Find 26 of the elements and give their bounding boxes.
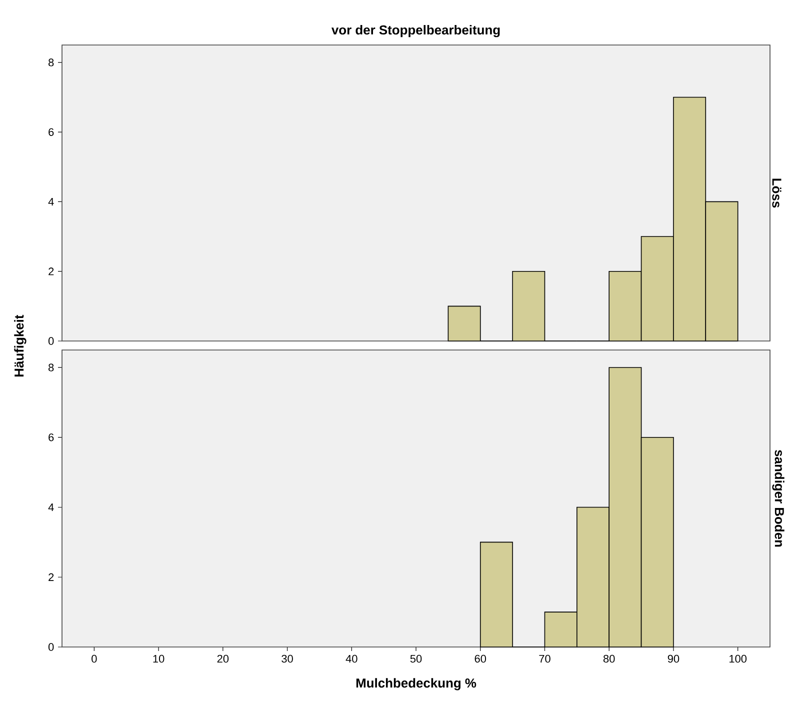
y-tick-label: 0 — [48, 643, 54, 651]
y-tick-label: 2 — [48, 573, 54, 581]
x-tick-label: 50 — [410, 654, 422, 663]
x-tick-label: 10 — [153, 654, 164, 663]
x-tick-label: 70 — [539, 654, 550, 663]
x-tick-label: 100 — [730, 654, 747, 663]
x-tick-label: 0 — [92, 654, 97, 663]
x-tick-label: 80 — [603, 654, 615, 663]
x-tick-label: 30 — [282, 654, 293, 663]
x-tick-label: 40 — [346, 654, 358, 663]
y-tick-label: 8 — [48, 58, 54, 66]
y-tick-label: 4 — [48, 503, 54, 512]
x-tick-label: 20 — [217, 654, 229, 663]
chart-title: vor der Stoppelbearbeitung — [331, 25, 500, 38]
x-axis-title: Mulchbedeckung % — [356, 678, 476, 690]
x-tick-label: 60 — [474, 654, 486, 663]
y-tick-label: 2 — [48, 268, 54, 276]
y-axis-title: Häufigkeit — [14, 314, 26, 376]
y-tick-label: 0 — [48, 337, 54, 345]
x-tick-label: 90 — [668, 654, 680, 663]
y2-axis-title: Löss — [772, 178, 782, 208]
y-tick-label: 6 — [48, 433, 54, 442]
y-tick-label: 6 — [48, 128, 54, 136]
y-tick-label: 8 — [48, 364, 54, 372]
y-tick-label: 4 — [48, 198, 54, 206]
y2-axis-title: sandiger Boden — [772, 450, 784, 547]
